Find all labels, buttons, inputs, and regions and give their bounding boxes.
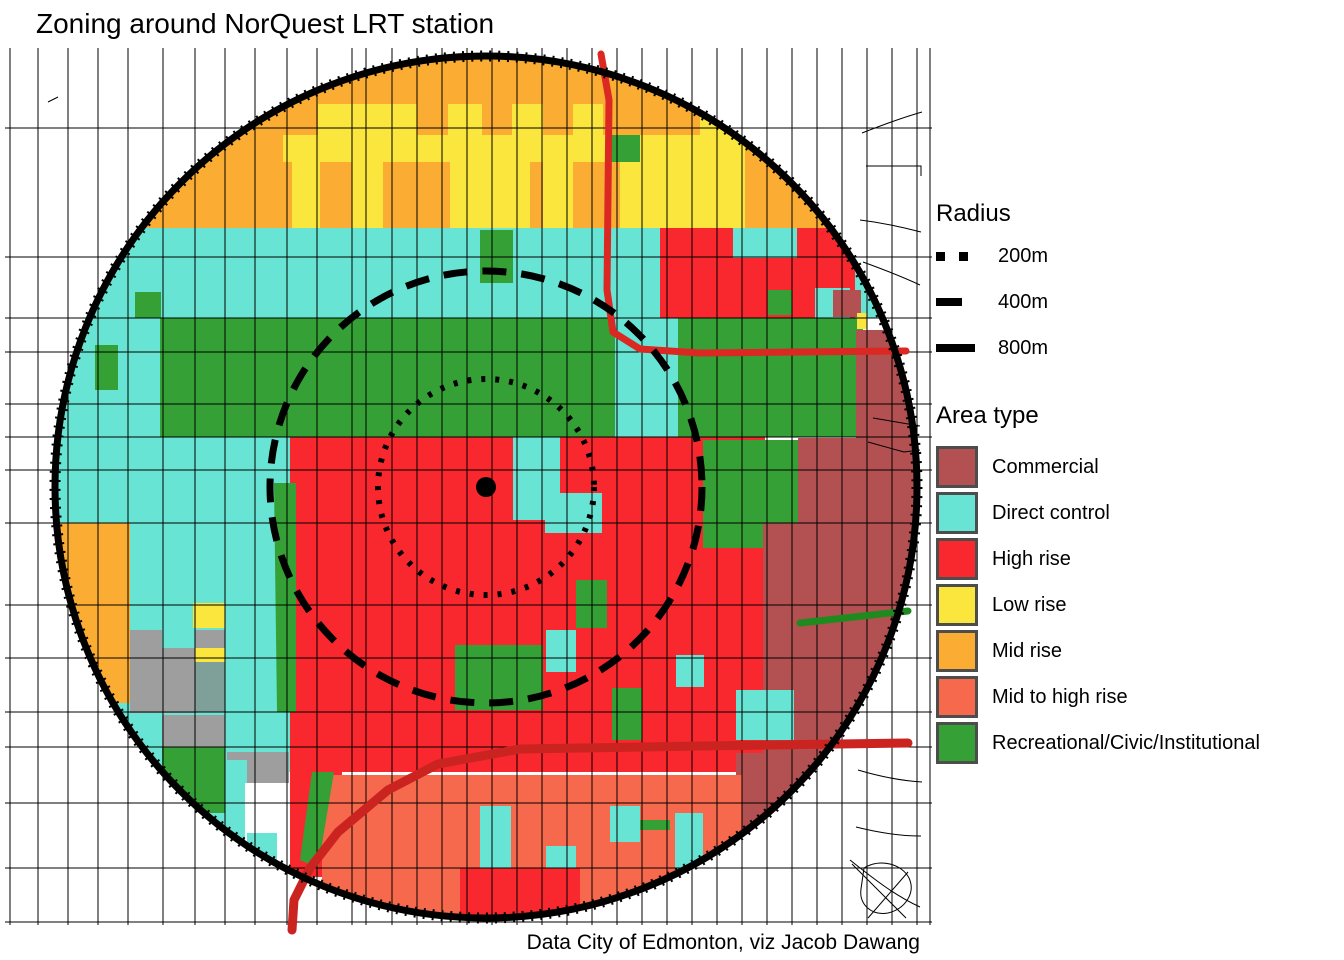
data-source-caption: Data City of Edmonton, viz Jacob Dawang [526,931,920,954]
radius-item-label: 200m [998,244,1049,267]
dotted-line-sample [936,251,968,261]
green-line [796,607,912,627]
south-arterial [287,738,913,935]
station-dot [476,477,496,497]
area-type-legend: Area type Commercial Direct control High… [936,402,1260,768]
recreational-swatch [936,722,978,764]
radius-item-400m: 400m [936,290,1048,314]
radius-item-label: 800m [998,336,1049,359]
mid-rise-swatch [936,630,978,672]
mid-to-high-rise-swatch [936,676,978,718]
high-rise-swatch [936,538,978,580]
legend-item-low-rise: Low rise [936,584,1260,626]
legend-item-label: Mid rise [992,639,1063,662]
legend-item-high-rise: High rise [936,538,1260,580]
legend-item-direct-control: Direct control [936,492,1260,534]
legend-item-commercial: Commercial [936,446,1260,488]
legend-item-label: Mid to high rise [992,685,1128,708]
legend-item-label: Recreational/Civic/Institutional [992,731,1260,754]
legend-item-label: Direct control [992,501,1110,524]
legend-item-recreational: Recreational/Civic/Institutional [936,722,1260,764]
page-title: Zoning around NorQuest LRT station [36,8,495,39]
direct-control-swatch [936,492,978,534]
ring-200m [375,376,597,598]
area-legend-title: Area type [936,402,1039,429]
street-grid [5,48,932,925]
legend-item-mid-rise: Mid rise [936,630,1260,672]
radius-item-200m: 200m [936,244,1048,268]
ring-800m-texture [49,50,923,924]
radius-legend: Radius 200m 400m 800m [936,200,1048,382]
low-rise-swatch [936,584,978,626]
legend-item-label: High rise [992,547,1071,570]
radius-item-800m: 800m [936,336,1048,360]
legend-item-label: Commercial [992,455,1099,478]
north-arterial [597,50,910,357]
commercial-swatch [936,446,978,488]
legend-item-mid-to-high-rise: Mid to high rise [936,676,1260,718]
legend-item-label: Low rise [992,593,1067,616]
ring-400m [266,267,706,707]
solid-line-sample [936,344,975,352]
radius-item-label: 400m [998,290,1049,313]
dashed-line-sample [936,298,962,306]
radius-legend-title: Radius [936,200,1011,227]
